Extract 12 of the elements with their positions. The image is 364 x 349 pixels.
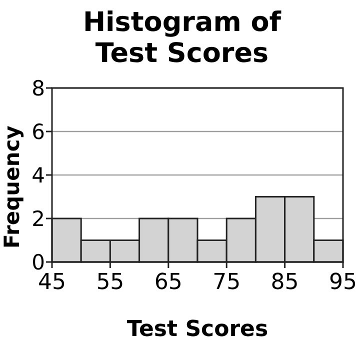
x-axis-title: Test Scores	[126, 317, 268, 342]
y-tick-label: 4	[32, 163, 45, 188]
y-tick-label: 2	[32, 206, 45, 231]
x-tick-label: 85	[270, 270, 299, 295]
x-tick-label: 95	[329, 270, 357, 295]
x-tick-label: 75	[212, 270, 241, 295]
y-axis-title: Frequency	[0, 125, 24, 248]
y-tick-label: 8	[32, 76, 45, 100]
x-tick-label: 55	[96, 270, 124, 295]
x-tick-label: 65	[154, 270, 182, 295]
chart-title: Histogram of Test Scores	[82, 7, 282, 69]
y-tick-label: 6	[32, 120, 45, 144]
